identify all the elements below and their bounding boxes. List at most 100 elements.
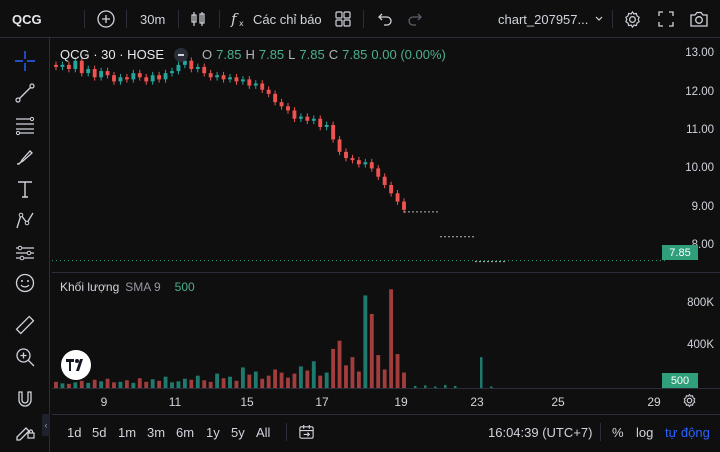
volume-bar bbox=[105, 378, 110, 388]
percent-toggle[interactable]: % bbox=[612, 424, 624, 440]
volume-bar bbox=[414, 385, 417, 388]
layout-dropdown[interactable] bbox=[594, 0, 604, 38]
volume-bar bbox=[112, 382, 116, 388]
undo-button[interactable] bbox=[375, 0, 393, 38]
volume-bar bbox=[247, 374, 252, 388]
volume-bar bbox=[266, 375, 271, 388]
symbol-search[interactable]: QCG bbox=[12, 11, 42, 27]
log-toggle[interactable]: log bbox=[636, 424, 654, 440]
volume-bar bbox=[137, 378, 142, 388]
clock[interactable]: 16:04:39 (UTC+7) bbox=[488, 424, 593, 440]
candle-body bbox=[144, 77, 149, 82]
volume-bar bbox=[376, 355, 381, 388]
close-key: C bbox=[328, 47, 339, 62]
chart-type-button[interactable] bbox=[189, 0, 207, 38]
candle-body bbox=[356, 160, 361, 165]
volume-bar bbox=[66, 383, 71, 388]
candle-body bbox=[157, 75, 162, 80]
settings-button[interactable] bbox=[623, 0, 642, 38]
gear-icon bbox=[683, 393, 696, 408]
candle-body bbox=[363, 162, 368, 165]
high-value: 7.85 bbox=[258, 47, 285, 62]
volume-bar bbox=[344, 365, 348, 388]
candle-body bbox=[202, 66, 207, 74]
indicators-label[interactable]: Các chỉ báo bbox=[253, 11, 322, 27]
volume-bar bbox=[176, 381, 181, 388]
range-1y[interactable]: 1y bbox=[206, 424, 220, 440]
fib-tool[interactable] bbox=[12, 112, 38, 138]
range-5y[interactable]: 5y bbox=[231, 424, 245, 440]
candle-body bbox=[79, 60, 84, 74]
prediction-tool[interactable] bbox=[12, 240, 38, 266]
brush-tool[interactable] bbox=[12, 144, 38, 170]
toolbar-divider bbox=[363, 10, 364, 28]
candle-body bbox=[105, 71, 110, 76]
tv-logo-icon bbox=[66, 359, 83, 371]
pattern-tool[interactable] bbox=[12, 208, 38, 234]
candle-body bbox=[260, 83, 265, 90]
magnet-tool[interactable] bbox=[12, 386, 38, 412]
price-chart[interactable] bbox=[52, 40, 667, 388]
volume-bar bbox=[454, 385, 457, 388]
volume-bar bbox=[286, 377, 290, 388]
interval-button[interactable]: 30m bbox=[140, 11, 166, 27]
time-label: 29 bbox=[647, 395, 661, 409]
candle-body bbox=[344, 151, 348, 159]
volume-title[interactable]: Khối lượng bbox=[60, 280, 120, 294]
range-1d[interactable]: 1d bbox=[67, 424, 82, 440]
collapse-toolbar-button[interactable]: ‹ bbox=[42, 414, 50, 436]
visibility-toggle-icon[interactable] bbox=[174, 47, 189, 62]
fullscreen-button[interactable] bbox=[657, 0, 675, 38]
text-tool[interactable] bbox=[12, 176, 38, 202]
candle-body bbox=[324, 124, 329, 127]
magnet-icon bbox=[18, 391, 32, 407]
smiley-icon bbox=[15, 273, 35, 293]
price-scale[interactable]: 13.00 12.00 11.00 10.00 9.00 8.00 800K 4… bbox=[667, 40, 720, 388]
candle-body bbox=[279, 102, 284, 107]
toolbar-divider bbox=[612, 10, 613, 28]
range-5d[interactable]: 5d bbox=[92, 424, 107, 440]
volume-legend: Khối lượng SMA 9 500 bbox=[60, 280, 195, 294]
volume-bar bbox=[144, 381, 149, 388]
crosshair-tool[interactable] bbox=[12, 48, 38, 74]
time-label: 11 bbox=[168, 395, 182, 409]
candle-body bbox=[163, 73, 168, 80]
range-1m[interactable]: 1m bbox=[118, 424, 137, 440]
layout-name[interactable]: chart_207957... bbox=[498, 11, 589, 27]
zoom-tool[interactable] bbox=[12, 344, 38, 370]
range-all[interactable]: All bbox=[256, 424, 271, 440]
candle-body bbox=[382, 176, 387, 185]
volume-bar bbox=[195, 375, 200, 388]
volume-bar bbox=[305, 370, 310, 388]
goto-date-button[interactable] bbox=[298, 415, 315, 449]
time-axis[interactable]: 9 11 15 17 19 23 25 29 bbox=[52, 388, 720, 414]
horizontal-lines-icon bbox=[15, 116, 35, 136]
icons-tool[interactable] bbox=[12, 270, 38, 296]
axis-settings-button[interactable] bbox=[682, 393, 697, 411]
trendline-tool[interactable] bbox=[12, 80, 38, 106]
undo-icon bbox=[378, 13, 392, 26]
tradingview-logo[interactable] bbox=[61, 350, 91, 380]
candle-body bbox=[318, 118, 323, 127]
range-3m[interactable]: 3m bbox=[147, 424, 166, 440]
candle-body bbox=[253, 83, 258, 86]
add-symbol-button[interactable] bbox=[97, 0, 115, 38]
screenshot-button[interactable] bbox=[689, 0, 709, 38]
candle-body bbox=[292, 110, 297, 119]
volume-bar bbox=[292, 373, 297, 388]
pane-divider[interactable] bbox=[52, 272, 720, 273]
redo-button[interactable] bbox=[407, 0, 425, 38]
measure-tool[interactable] bbox=[12, 312, 38, 338]
volume-bar bbox=[279, 372, 284, 388]
bottom-toolbar: 1d 5d 1m 3m 6m 1y 5y All 16:04:39 (UTC+7… bbox=[52, 414, 720, 452]
range-6m[interactable]: 6m bbox=[176, 424, 195, 440]
volume-bar bbox=[228, 376, 232, 388]
lock-drawings-tool[interactable] bbox=[12, 418, 38, 444]
templates-button[interactable] bbox=[334, 0, 352, 38]
price-label: 11.00 bbox=[686, 124, 714, 136]
auto-scale-toggle[interactable]: tự động bbox=[665, 424, 710, 440]
candle-body bbox=[234, 77, 239, 82]
symbol-title[interactable]: QCG · 30 · HOSE bbox=[60, 47, 165, 62]
